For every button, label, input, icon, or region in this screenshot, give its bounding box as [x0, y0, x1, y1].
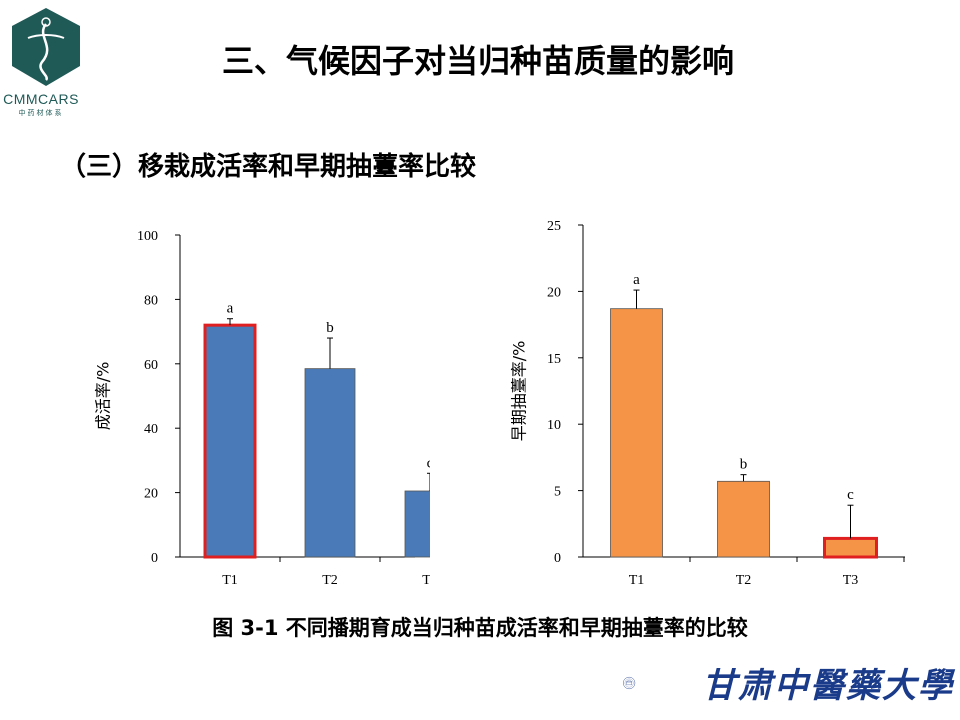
significance-letter: a — [227, 301, 234, 317]
significance-letter: c — [847, 487, 854, 503]
section-subtitle: （三）移栽成活率和早期抽薹率比较 — [60, 152, 477, 182]
bar-t3 — [823, 536, 878, 559]
y-tick-label: 0 — [151, 551, 158, 566]
significance-letter: a — [633, 272, 640, 288]
x-tick-label: T1 — [629, 573, 645, 588]
y-axis-label: 成活率/% — [94, 362, 113, 431]
x-tick-label: T2 — [736, 573, 752, 588]
logo-text: CMMCARS — [3, 91, 79, 107]
significance-letter: c — [427, 455, 430, 471]
bar-t1 — [203, 323, 257, 559]
y-tick-label: 5 — [554, 485, 561, 500]
significance-letter: b — [740, 457, 748, 473]
y-tick-label: 0 — [554, 551, 561, 566]
university-seal-icon — [623, 676, 636, 690]
cmmcars-logo — [12, 8, 80, 86]
x-tick-label: T2 — [322, 573, 338, 588]
y-axis-label: 早期抽薹率/% — [510, 341, 529, 442]
y-tick-label: 80 — [144, 293, 158, 308]
y-tick-label: 10 — [547, 418, 561, 433]
significance-letter: b — [326, 320, 334, 336]
bar-t3 — [404, 490, 430, 558]
y-tick-label: 25 — [547, 219, 561, 234]
y-tick-label: 40 — [144, 422, 158, 437]
figure-caption: 图 3-1 不同播期育成当归种苗成活率和早期抽薹率的比较 — [212, 616, 748, 640]
bolting-rate-chart: 0 5 10 15 20 25 早期抽薹率/% a T1 b T2 c T3 — [510, 219, 905, 588]
page-title: 三、气候因子对当归种苗质量的影响 — [222, 42, 735, 80]
bar-t1 — [610, 308, 663, 558]
x-tick-label: T3 — [422, 573, 430, 588]
y-tick-label: 20 — [144, 487, 158, 502]
y-tick-label: 20 — [547, 285, 561, 300]
survival-rate-chart: 0 20 40 60 80 100 成活率/% a T1 b T2 c T3 — [94, 229, 430, 588]
y-tick-label: 100 — [137, 229, 158, 244]
x-tick-label: T1 — [222, 573, 238, 588]
bar-t2 — [304, 368, 356, 558]
university-name: 甘肃中醫藥大學 — [702, 666, 954, 706]
logo-subtext: 中药材体系 — [18, 110, 64, 117]
x-tick-label: T3 — [843, 573, 859, 588]
y-tick-label: 15 — [547, 352, 561, 367]
bar-t2 — [717, 480, 770, 558]
y-tick-label: 60 — [144, 358, 158, 373]
